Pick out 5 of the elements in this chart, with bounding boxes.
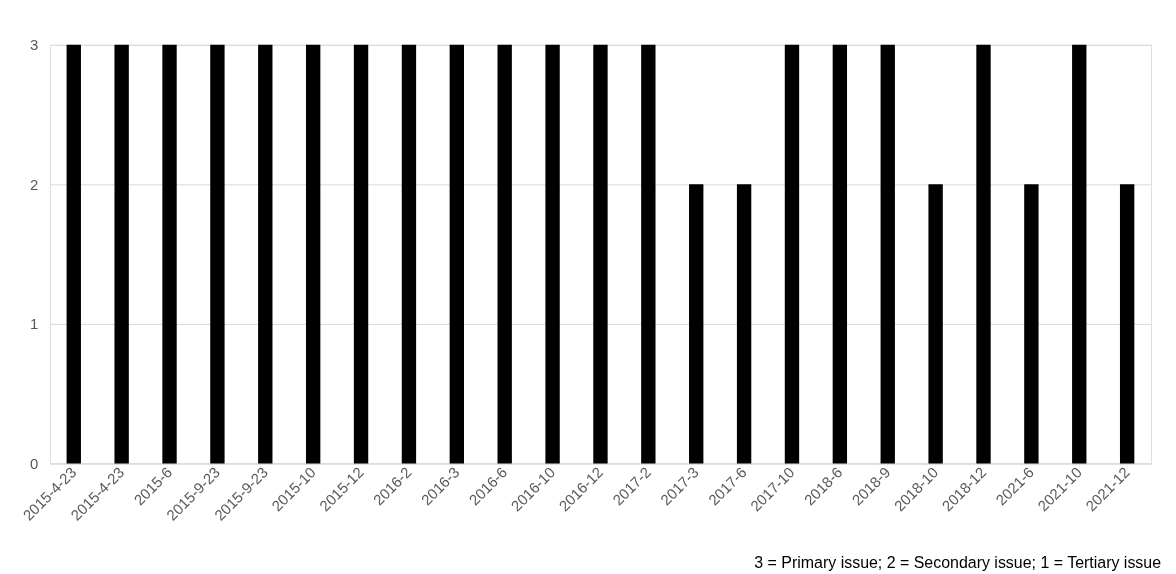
text: 3 = Primary issue; 2 = Secondary issue; 1 = Tertiary issue [754,554,1162,572]
y-tick-label: 3 [30,36,39,54]
y-tick-label: 2 [30,175,39,193]
y-tick-label: 0 [30,454,39,472]
y-tick-label: 1 [30,315,39,333]
